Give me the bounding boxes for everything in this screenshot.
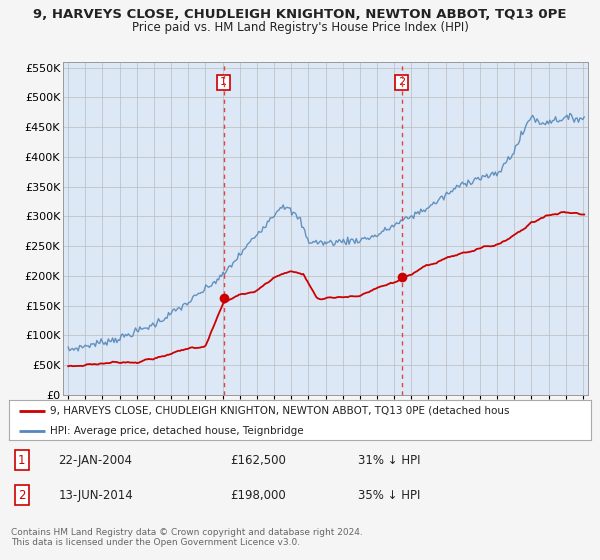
Text: 13-JUN-2014: 13-JUN-2014 (58, 489, 133, 502)
Text: 35% ↓ HPI: 35% ↓ HPI (358, 489, 421, 502)
Text: 2: 2 (18, 489, 26, 502)
Text: 9, HARVEYS CLOSE, CHUDLEIGH KNIGHTON, NEWTON ABBOT, TQ13 0PE: 9, HARVEYS CLOSE, CHUDLEIGH KNIGHTON, NE… (33, 8, 567, 21)
Text: 2: 2 (398, 77, 405, 87)
Text: 9, HARVEYS CLOSE, CHUDLEIGH KNIGHTON, NEWTON ABBOT, TQ13 0PE (detached hous: 9, HARVEYS CLOSE, CHUDLEIGH KNIGHTON, NE… (50, 406, 509, 416)
Text: 31% ↓ HPI: 31% ↓ HPI (358, 454, 421, 467)
Text: HPI: Average price, detached house, Teignbridge: HPI: Average price, detached house, Teig… (50, 426, 304, 436)
Text: £162,500: £162,500 (230, 454, 286, 467)
Text: 1: 1 (220, 77, 227, 87)
Text: Contains HM Land Registry data © Crown copyright and database right 2024.
This d: Contains HM Land Registry data © Crown c… (11, 528, 362, 547)
Text: 22-JAN-2004: 22-JAN-2004 (58, 454, 133, 467)
Text: 1: 1 (18, 454, 26, 467)
Text: Price paid vs. HM Land Registry's House Price Index (HPI): Price paid vs. HM Land Registry's House … (131, 21, 469, 34)
Text: £198,000: £198,000 (230, 489, 286, 502)
